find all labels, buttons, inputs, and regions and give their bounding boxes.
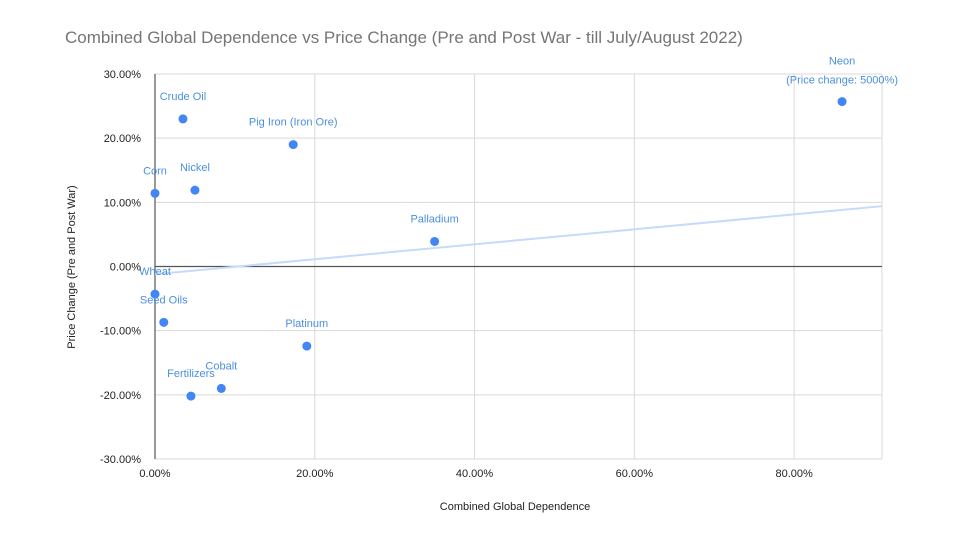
y-tick-label: 10.00%	[104, 197, 142, 209]
data-point	[150, 289, 160, 299]
point-label: Seed Oils	[140, 294, 188, 306]
x-tick-label: 40.00%	[456, 468, 494, 480]
x-tick-label: 20.00%	[296, 468, 334, 480]
y-tick-label: 20.00%	[104, 133, 142, 145]
y-axis-title: Price Change (Pre and Post War)	[66, 185, 78, 348]
x-tick-label: 0.00%	[139, 468, 170, 480]
tick-labels: 30.00% 20.00% 10.00% 0.00% -10.00% -20.00% -30…	[100, 69, 813, 480]
y-tick-label: -30.00%	[100, 454, 141, 466]
data-point	[150, 188, 160, 198]
point-label: Fertilizers	[167, 368, 215, 380]
y-tick-label: -20.00%	[100, 390, 141, 402]
y-tick-label: 0.00%	[110, 262, 141, 274]
point-label: Neon	[829, 56, 855, 68]
point-label: Wheat	[139, 266, 171, 278]
x-axis-title: Combined Global Dependence	[440, 501, 590, 513]
point-sublabel: (Price change: 5000%)	[786, 75, 898, 87]
data-points	[150, 97, 847, 401]
trendline-layer	[154, 205, 883, 276]
data-point	[837, 97, 847, 107]
trendline	[154, 205, 883, 276]
data-point	[302, 341, 312, 351]
data-point	[159, 317, 169, 327]
point-label: Corn	[143, 165, 167, 177]
data-point	[190, 185, 200, 195]
axes	[154, 74, 882, 459]
data-point	[216, 383, 226, 393]
point-label: Platinum	[285, 318, 328, 330]
chart-title: Combined Global Dependence vs Price Chan…	[65, 28, 743, 47]
data-point	[178, 114, 188, 124]
y-tick-label: -10.00%	[100, 326, 141, 338]
point-label: Nickel	[180, 162, 210, 174]
point-label: Palladium	[410, 213, 458, 225]
data-point	[186, 391, 196, 401]
data-point	[288, 140, 298, 150]
point-label: Crude Oil	[160, 91, 206, 103]
point-label: Cobalt	[205, 360, 237, 372]
x-tick-label: 80.00%	[775, 468, 813, 480]
point-labels: Neon (Price change: 5000%) Crude Oil Pig Ir…	[139, 56, 898, 381]
point-label: Pig Iron (Iron Ore)	[249, 117, 338, 129]
x-tick-label: 60.00%	[616, 468, 654, 480]
y-tick-label: 30.00%	[104, 69, 142, 81]
data-point	[430, 236, 440, 246]
